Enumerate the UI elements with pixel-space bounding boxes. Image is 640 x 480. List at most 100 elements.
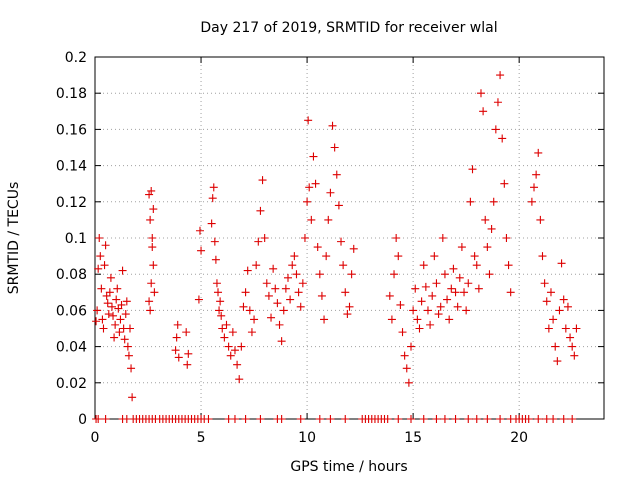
data-point bbox=[415, 324, 424, 333]
data-point bbox=[385, 291, 394, 300]
data-point bbox=[447, 284, 456, 293]
data-point bbox=[100, 261, 109, 270]
data-point bbox=[216, 297, 225, 306]
data-point bbox=[247, 328, 256, 337]
data-point bbox=[440, 270, 449, 279]
data-point bbox=[94, 264, 103, 273]
data-point bbox=[472, 415, 481, 423]
data-point bbox=[275, 320, 284, 329]
grid bbox=[95, 57, 604, 419]
data-point bbox=[124, 351, 133, 360]
data-point bbox=[481, 215, 490, 224]
data-point bbox=[118, 266, 127, 275]
data-point bbox=[568, 415, 577, 423]
data-points bbox=[92, 71, 581, 423]
data-point bbox=[568, 342, 577, 351]
data-point bbox=[182, 328, 191, 337]
data-point bbox=[148, 234, 157, 242]
data-point bbox=[527, 197, 536, 206]
y-tick-label: 0.12 bbox=[56, 195, 87, 211]
data-point bbox=[572, 324, 581, 333]
data-point bbox=[209, 183, 218, 192]
data-point bbox=[555, 306, 564, 315]
data-point bbox=[324, 215, 333, 224]
data-point bbox=[489, 197, 498, 206]
data-point bbox=[241, 415, 250, 423]
data-point bbox=[334, 201, 343, 210]
data-point bbox=[250, 315, 259, 324]
data-point bbox=[252, 261, 261, 270]
data-point bbox=[277, 415, 286, 423]
data-point bbox=[258, 176, 267, 185]
data-point bbox=[421, 282, 430, 291]
data-point bbox=[104, 310, 113, 319]
data-point bbox=[498, 134, 507, 143]
data-point bbox=[445, 315, 454, 324]
data-point bbox=[464, 415, 473, 423]
data-point bbox=[455, 273, 464, 282]
data-point bbox=[451, 288, 460, 297]
data-point bbox=[117, 300, 126, 309]
data-point bbox=[409, 306, 418, 315]
data-point bbox=[222, 320, 231, 329]
data-point bbox=[292, 270, 301, 279]
data-point bbox=[530, 183, 539, 192]
data-point bbox=[315, 415, 324, 423]
data-point bbox=[493, 98, 502, 107]
data-point bbox=[98, 315, 107, 324]
data-point bbox=[453, 302, 462, 311]
data-point bbox=[173, 320, 182, 329]
data-point bbox=[430, 252, 439, 261]
data-point bbox=[277, 337, 286, 346]
data-point bbox=[296, 302, 305, 311]
y-tick-label: 0.08 bbox=[56, 267, 87, 283]
y-tick-label: 0.06 bbox=[56, 303, 87, 319]
data-point bbox=[96, 252, 105, 261]
data-point bbox=[212, 279, 221, 288]
data-point bbox=[233, 360, 242, 369]
data-point bbox=[474, 284, 483, 293]
data-point bbox=[341, 415, 350, 423]
data-point bbox=[532, 170, 541, 179]
data-point bbox=[462, 306, 471, 315]
data-point bbox=[349, 244, 358, 253]
data-point bbox=[93, 306, 102, 315]
data-point bbox=[392, 234, 401, 242]
data-point bbox=[281, 284, 290, 293]
data-point bbox=[115, 328, 124, 337]
data-point bbox=[245, 306, 254, 315]
data-point bbox=[536, 215, 545, 224]
x-tick-label: 0 bbox=[91, 430, 100, 446]
data-point bbox=[551, 342, 560, 351]
data-point bbox=[215, 306, 224, 315]
x-axis-label: GPS time / hours bbox=[290, 459, 407, 475]
data-point bbox=[468, 165, 477, 174]
y-tick-label: 0.2 bbox=[65, 50, 87, 66]
data-point bbox=[337, 237, 346, 246]
data-point bbox=[94, 415, 103, 423]
data-point bbox=[145, 190, 154, 199]
data-point bbox=[553, 357, 562, 366]
data-point bbox=[432, 415, 441, 423]
data-point bbox=[303, 197, 312, 206]
data-point bbox=[570, 351, 579, 360]
data-point bbox=[123, 342, 132, 351]
data-point bbox=[313, 243, 322, 252]
data-point bbox=[116, 315, 125, 324]
data-point bbox=[243, 266, 252, 275]
data-point bbox=[208, 194, 217, 203]
data-point bbox=[449, 264, 458, 273]
data-point bbox=[241, 288, 250, 297]
data-point bbox=[428, 291, 437, 300]
data-point bbox=[417, 297, 426, 306]
data-point bbox=[438, 234, 447, 242]
data-point bbox=[237, 342, 246, 351]
data-point bbox=[304, 116, 313, 125]
data-point bbox=[256, 206, 265, 215]
data-point bbox=[402, 364, 411, 373]
data-point bbox=[557, 259, 566, 268]
data-point bbox=[423, 306, 432, 315]
data-point bbox=[101, 415, 110, 423]
data-point bbox=[290, 252, 299, 261]
data-point bbox=[476, 89, 485, 98]
